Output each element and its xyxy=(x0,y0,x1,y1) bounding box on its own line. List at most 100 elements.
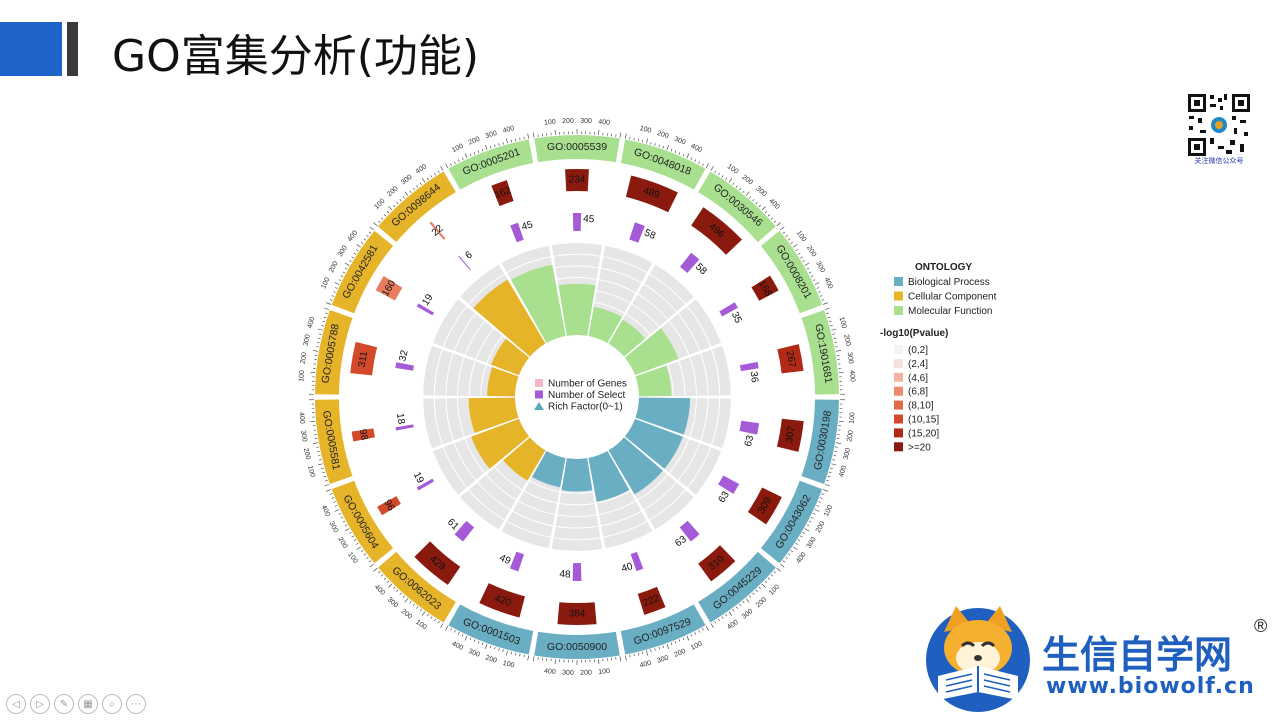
axis-tick xyxy=(654,143,656,146)
gene-count-bar xyxy=(776,418,804,452)
pen-button[interactable]: ✎ xyxy=(54,694,74,714)
rich-factor-bar xyxy=(531,451,566,488)
axis-tick xyxy=(629,654,631,658)
axis-tick-label: 400 xyxy=(320,504,331,518)
axis-tick xyxy=(819,295,823,297)
ontology-band xyxy=(801,399,839,485)
axis-tick xyxy=(510,651,513,655)
rich-grid-ring xyxy=(557,503,597,517)
rich-grid-ring xyxy=(423,398,442,449)
rich-grid-ring xyxy=(669,314,700,355)
rich-factor-bar xyxy=(558,283,596,336)
axis-tick xyxy=(335,287,338,289)
go-term-sector xyxy=(635,307,845,397)
rich-grid-ring xyxy=(687,299,721,347)
rich-grid-ring xyxy=(687,447,721,495)
axis-tick xyxy=(485,644,488,649)
select-count-bar xyxy=(510,222,524,243)
axis-tick xyxy=(674,150,677,154)
title-accent-block xyxy=(0,22,62,76)
rich-factor-bar xyxy=(510,264,566,343)
axis-tick xyxy=(776,222,781,227)
ontology-band xyxy=(801,309,839,395)
axis-tick xyxy=(464,635,468,641)
axis-ticks xyxy=(710,166,781,227)
axis-tick xyxy=(445,625,449,631)
axis-tick xyxy=(338,279,342,281)
axis-tick xyxy=(386,211,390,214)
title-accent-bar xyxy=(67,22,78,76)
axis-tick xyxy=(710,623,714,628)
select-count-label: 58 xyxy=(693,262,709,278)
gene-count-label: 307 xyxy=(784,425,798,444)
axis-tick-label: 300 xyxy=(400,174,414,187)
axis-tick xyxy=(430,175,433,178)
axis-tick xyxy=(351,256,354,259)
axis-tick xyxy=(412,603,415,607)
center-legend-label: Number of Select xyxy=(548,390,625,401)
axis-ticks xyxy=(309,399,330,487)
pvalue-legend-label: (0,2] xyxy=(908,345,928,356)
ontology-band xyxy=(534,135,620,163)
gene-count-label: 234 xyxy=(569,175,586,186)
go-term-sector xyxy=(445,133,566,343)
axis-tick xyxy=(454,630,456,633)
select-count-bar xyxy=(395,424,414,431)
axis-tick xyxy=(721,616,724,619)
next-slide-button[interactable]: ▷ xyxy=(30,694,50,714)
legend-swatch xyxy=(894,358,903,368)
axis-tick xyxy=(819,497,823,499)
rich-grid-ring xyxy=(632,294,668,327)
axis-tick xyxy=(369,226,374,231)
rich-factor-bar xyxy=(561,458,593,492)
select-count-label: 6 xyxy=(464,249,475,261)
axis-tick-label: 400 xyxy=(823,277,834,291)
axis-tick xyxy=(690,633,693,637)
axis-tick xyxy=(412,187,415,191)
gene-count-label: 267 xyxy=(784,350,798,369)
axis-tick xyxy=(806,267,810,270)
axis-tick xyxy=(419,608,422,612)
axis-tick xyxy=(827,475,831,478)
legend-swatch xyxy=(894,400,903,410)
axis-tick-label: 300 xyxy=(846,352,855,365)
axis-tick-label: 300 xyxy=(386,596,399,609)
rich-grid-ring xyxy=(553,254,601,268)
axis-tick xyxy=(745,191,750,196)
zoom-button[interactable]: ⌕ xyxy=(102,694,122,714)
rich-grid-ring xyxy=(643,274,685,312)
axis-tick xyxy=(440,623,444,628)
axis-ticks xyxy=(373,567,444,628)
axis-tick xyxy=(368,560,372,563)
axis-tick xyxy=(356,244,361,248)
axis-tick-label: 100 xyxy=(598,668,610,676)
axis-tick xyxy=(402,196,405,199)
wolf-logo-icon xyxy=(926,606,1030,712)
brand-name: 生信自学网 xyxy=(1042,633,1233,677)
axis-tick xyxy=(527,133,529,139)
axis-ticks xyxy=(326,226,374,305)
axis-ticks xyxy=(445,133,529,169)
more-button[interactable]: ⋯ xyxy=(126,694,146,714)
axis-ticks xyxy=(625,133,709,169)
axis-tick xyxy=(619,656,622,662)
rich-grid-ring xyxy=(638,475,677,510)
rich-grid-ring xyxy=(601,257,647,283)
slides-button[interactable]: ▦ xyxy=(78,694,98,714)
ontology-band xyxy=(620,139,706,190)
go-term-label: GO:0050900 xyxy=(547,641,607,653)
axis-tick xyxy=(373,222,378,227)
axis-tick xyxy=(469,153,472,157)
ontology-legend: ONTOLOGY Biological Process Cellular Compo… xyxy=(894,262,997,317)
rich-grid-ring xyxy=(559,492,595,505)
axis-tick xyxy=(782,560,786,563)
gene-count-bar xyxy=(375,276,403,301)
axis-tick xyxy=(396,589,399,592)
axis-tick xyxy=(761,583,766,588)
rich-grid-ring xyxy=(501,245,551,273)
axis-tick xyxy=(426,177,429,181)
prev-slide-button[interactable]: ◁ xyxy=(6,694,26,714)
axis-tick xyxy=(409,190,412,193)
rich-factor-bar xyxy=(487,367,519,397)
axis-tick xyxy=(457,632,460,635)
